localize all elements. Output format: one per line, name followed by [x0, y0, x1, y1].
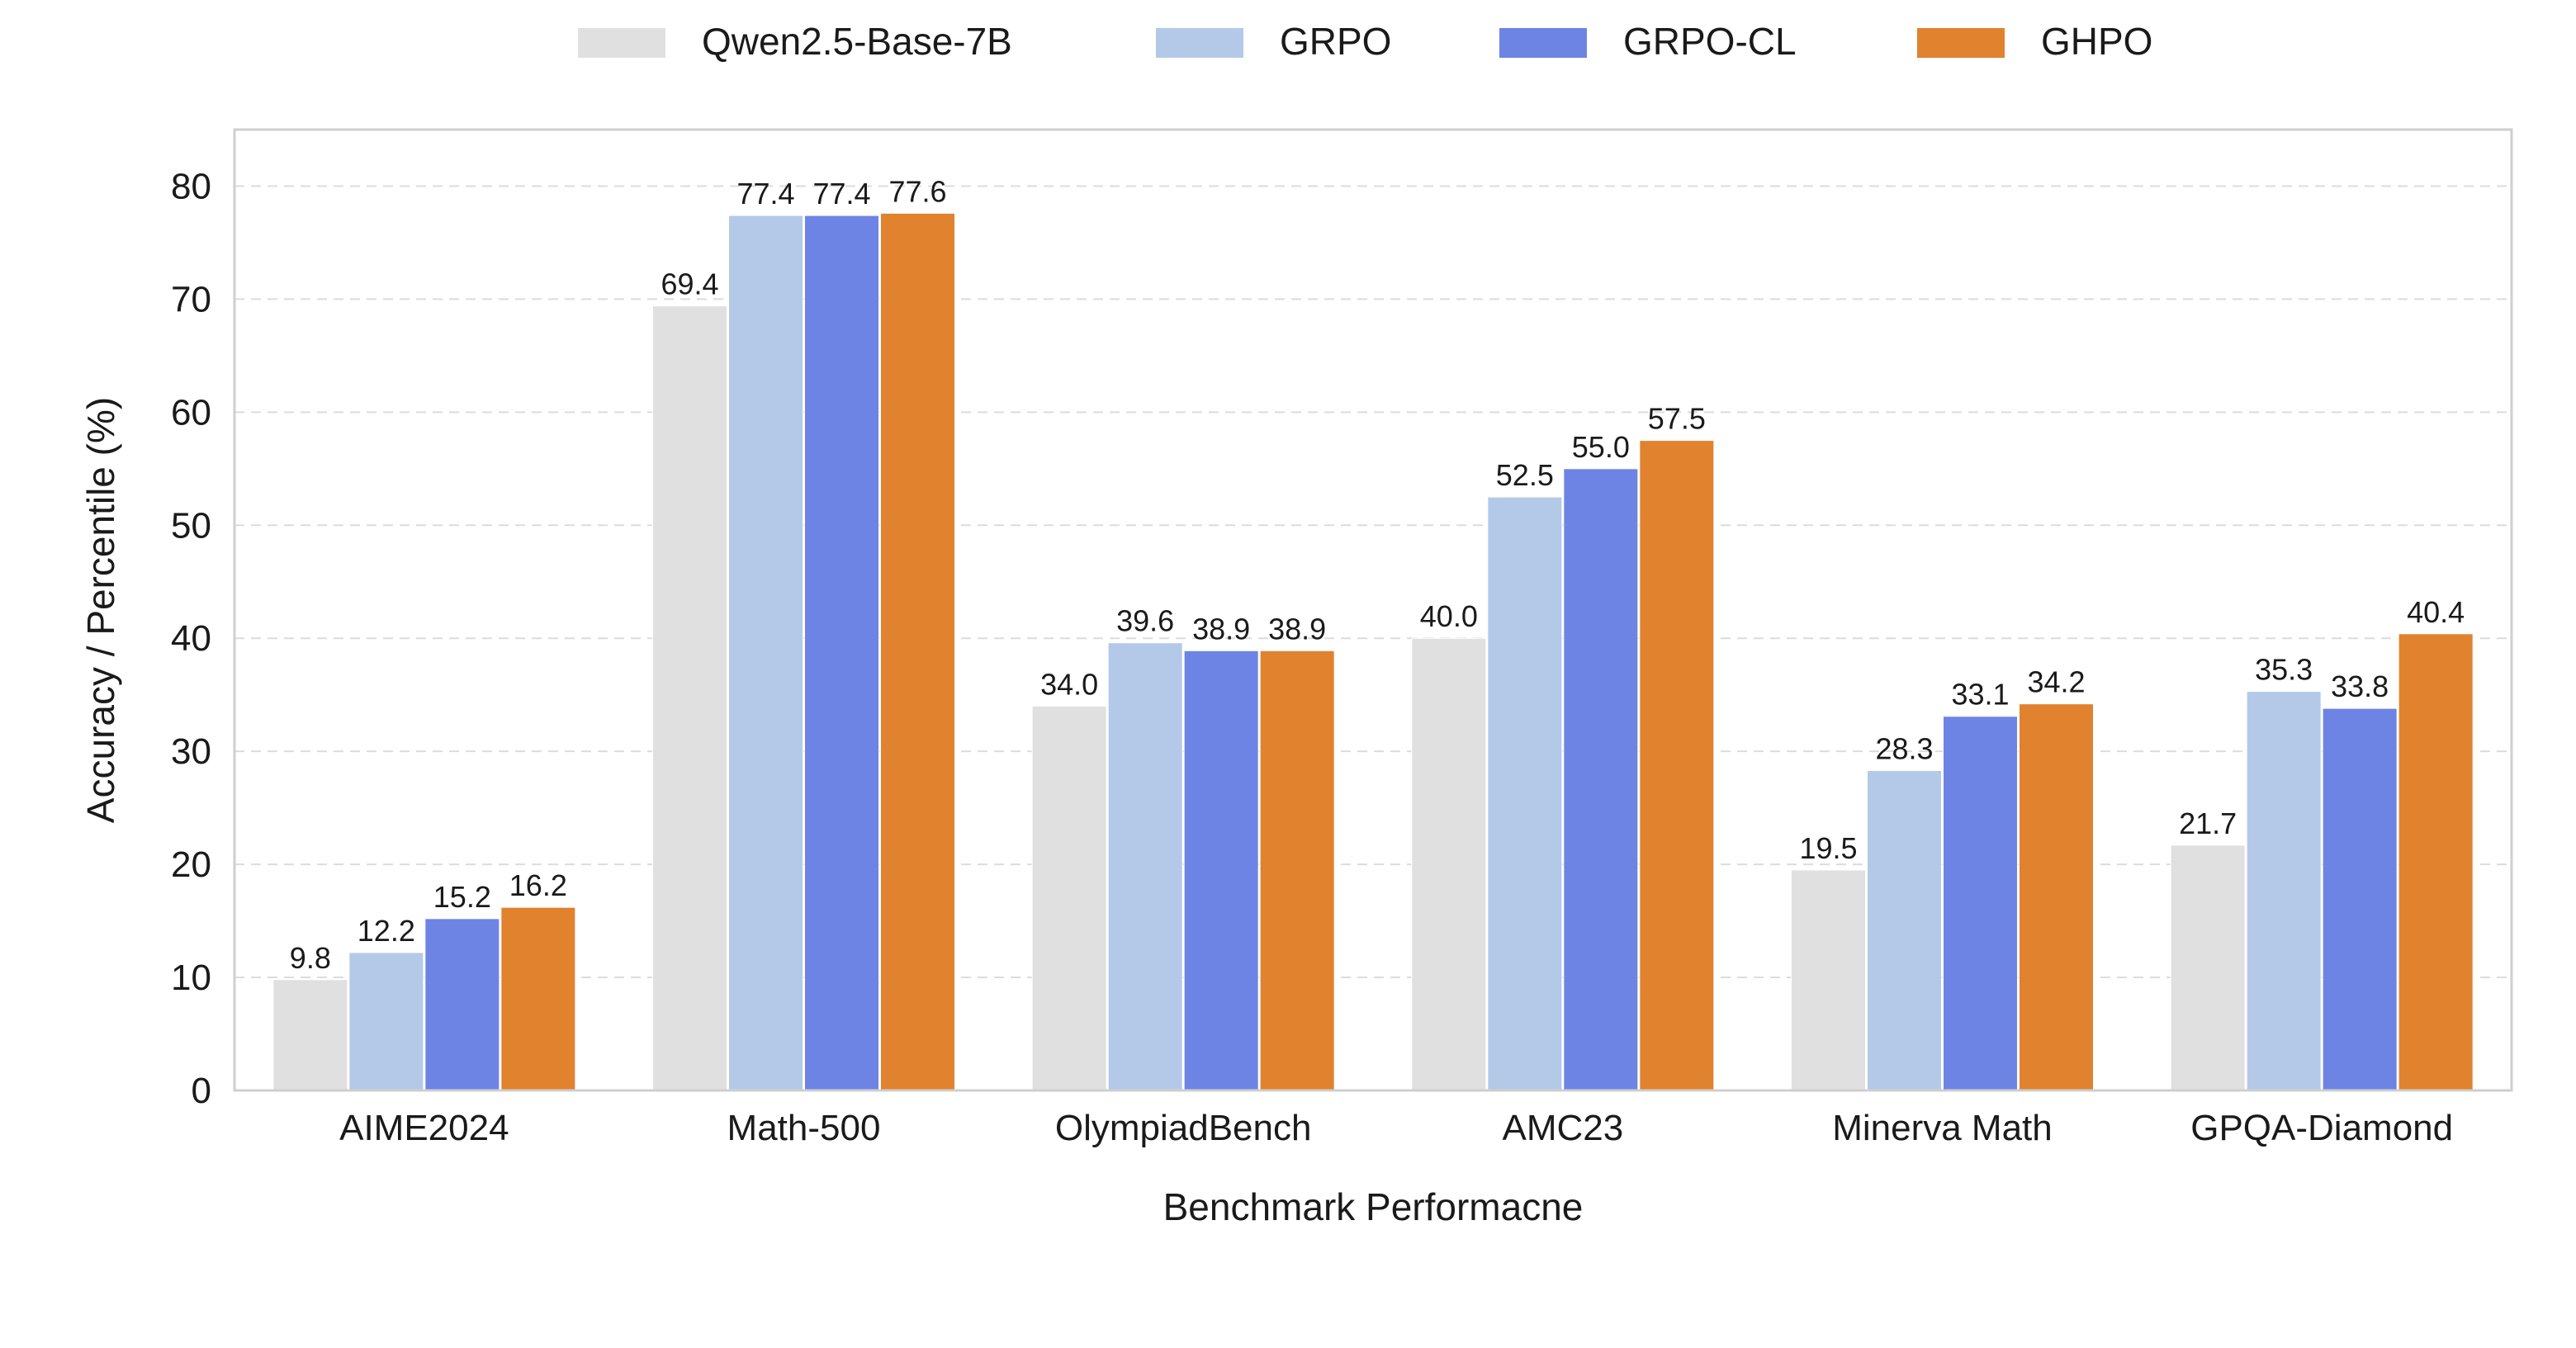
legend-swatch: [578, 28, 665, 58]
data-label: 21.7: [2179, 806, 2237, 840]
data-label: 57.5: [1648, 402, 1706, 436]
data-label: 33.1: [1951, 678, 2009, 712]
data-label: 9.8: [290, 941, 331, 975]
y-axis: 0 10 20 30 40 50 60 70 80: [171, 166, 211, 1111]
x-tick-label: OlympiadBench: [1055, 1108, 1312, 1148]
data-label: 28.3: [1875, 731, 1933, 765]
y-tick-label: 10: [171, 958, 211, 998]
bar: [1639, 440, 1715, 1091]
bar: [1183, 650, 1259, 1091]
legend-label: GRPO: [1280, 20, 1391, 63]
data-labels: 9.8 12.2 15.2 16.2 69.4 77.4 77.4 77.6 34.0 39.6 3…: [290, 174, 2465, 974]
x-tick-label: AMC23: [1502, 1108, 1623, 1148]
data-label: 77.6: [888, 174, 946, 208]
bar: [2246, 691, 2322, 1091]
bar: [1563, 468, 1639, 1091]
bar: [1031, 705, 1107, 1091]
bar: [348, 952, 424, 1091]
legend-item[interactable]: GHPO: [1917, 20, 2152, 63]
data-label: 35.3: [2255, 653, 2313, 687]
bar: [1791, 869, 1866, 1091]
bar: [880, 212, 955, 1091]
y-tick-label: 30: [171, 731, 211, 772]
bar: [272, 979, 348, 1091]
bar: [424, 918, 500, 1091]
data-label: 16.2: [509, 868, 567, 902]
bar: [1259, 650, 1335, 1091]
y-axis-title: Accuracy / Percentile (%): [79, 397, 122, 823]
data-label: 19.5: [1799, 831, 1857, 865]
bar: [804, 215, 879, 1091]
data-label: 77.4: [812, 177, 870, 210]
bar: [2019, 703, 2094, 1091]
legend-item[interactable]: GRPO: [1156, 20, 1391, 63]
bar: [2322, 707, 2398, 1091]
bar: [1487, 496, 1563, 1091]
legend-label: GRPO-CL: [1623, 20, 1797, 63]
y-tick-label: 60: [171, 392, 211, 433]
bars: [272, 212, 2474, 1091]
y-tick-label: 70: [171, 279, 211, 319]
y-tick-label: 20: [171, 844, 211, 885]
data-label: 33.8: [2331, 669, 2389, 703]
bar: [652, 305, 727, 1091]
bar: [2398, 633, 2474, 1091]
x-tick-label: Math-500: [727, 1108, 881, 1148]
data-label: 12.2: [358, 914, 415, 948]
data-label: 38.9: [1268, 612, 1326, 646]
y-tick-label: 0: [192, 1071, 211, 1111]
x-tick-label: Minerva Math: [1832, 1108, 2053, 1148]
data-label: 52.5: [1496, 458, 1554, 492]
data-label: 38.9: [1192, 612, 1250, 646]
data-label: 40.0: [1420, 599, 1478, 633]
data-label: 15.2: [433, 880, 491, 914]
plot-frame: [233, 128, 2513, 1092]
bar: [1867, 769, 1942, 1091]
y-tick-label: 40: [171, 618, 211, 659]
legend-swatch: [1499, 28, 1587, 58]
data-label: 34.0: [1040, 667, 1098, 701]
y-tick-label: 80: [171, 166, 211, 206]
data-label: 77.4: [736, 177, 794, 210]
data-label: 40.4: [2407, 595, 2465, 629]
legend-item[interactable]: Qwen2.5-Base-7B: [578, 20, 1012, 63]
x-axis-title: Benchmark Performacne: [1163, 1185, 1584, 1228]
x-tick-label: AIME2024: [339, 1108, 509, 1148]
x-axis: AIME2024 Math-500 OlympiadBench AMC23 Minerv…: [339, 1108, 2453, 1148]
data-label: 34.2: [2027, 665, 2085, 699]
gridlines: [234, 185, 2512, 979]
data-label: 55.0: [1572, 430, 1630, 464]
bar: [2170, 844, 2246, 1091]
data-label: 69.4: [661, 267, 718, 301]
data-label: 39.6: [1116, 604, 1174, 638]
legend[interactable]: Qwen2.5-Base-7B GRPO GRPO-CL GHPO: [578, 20, 2152, 63]
x-tick-label: GPQA-Diamond: [2190, 1108, 2453, 1148]
bar: [728, 215, 803, 1091]
legend-item[interactable]: GRPO-CL: [1499, 20, 1797, 63]
bar: [1107, 642, 1183, 1091]
y-tick-label: 50: [171, 505, 211, 546]
legend-swatch: [1156, 28, 1243, 58]
bar: [500, 906, 576, 1091]
legend-label: GHPO: [2041, 20, 2152, 63]
legend-swatch: [1917, 28, 2005, 58]
bar: [1411, 637, 1487, 1091]
legend-label: Qwen2.5-Base-7B: [702, 20, 1012, 63]
bar: [1943, 716, 2018, 1091]
